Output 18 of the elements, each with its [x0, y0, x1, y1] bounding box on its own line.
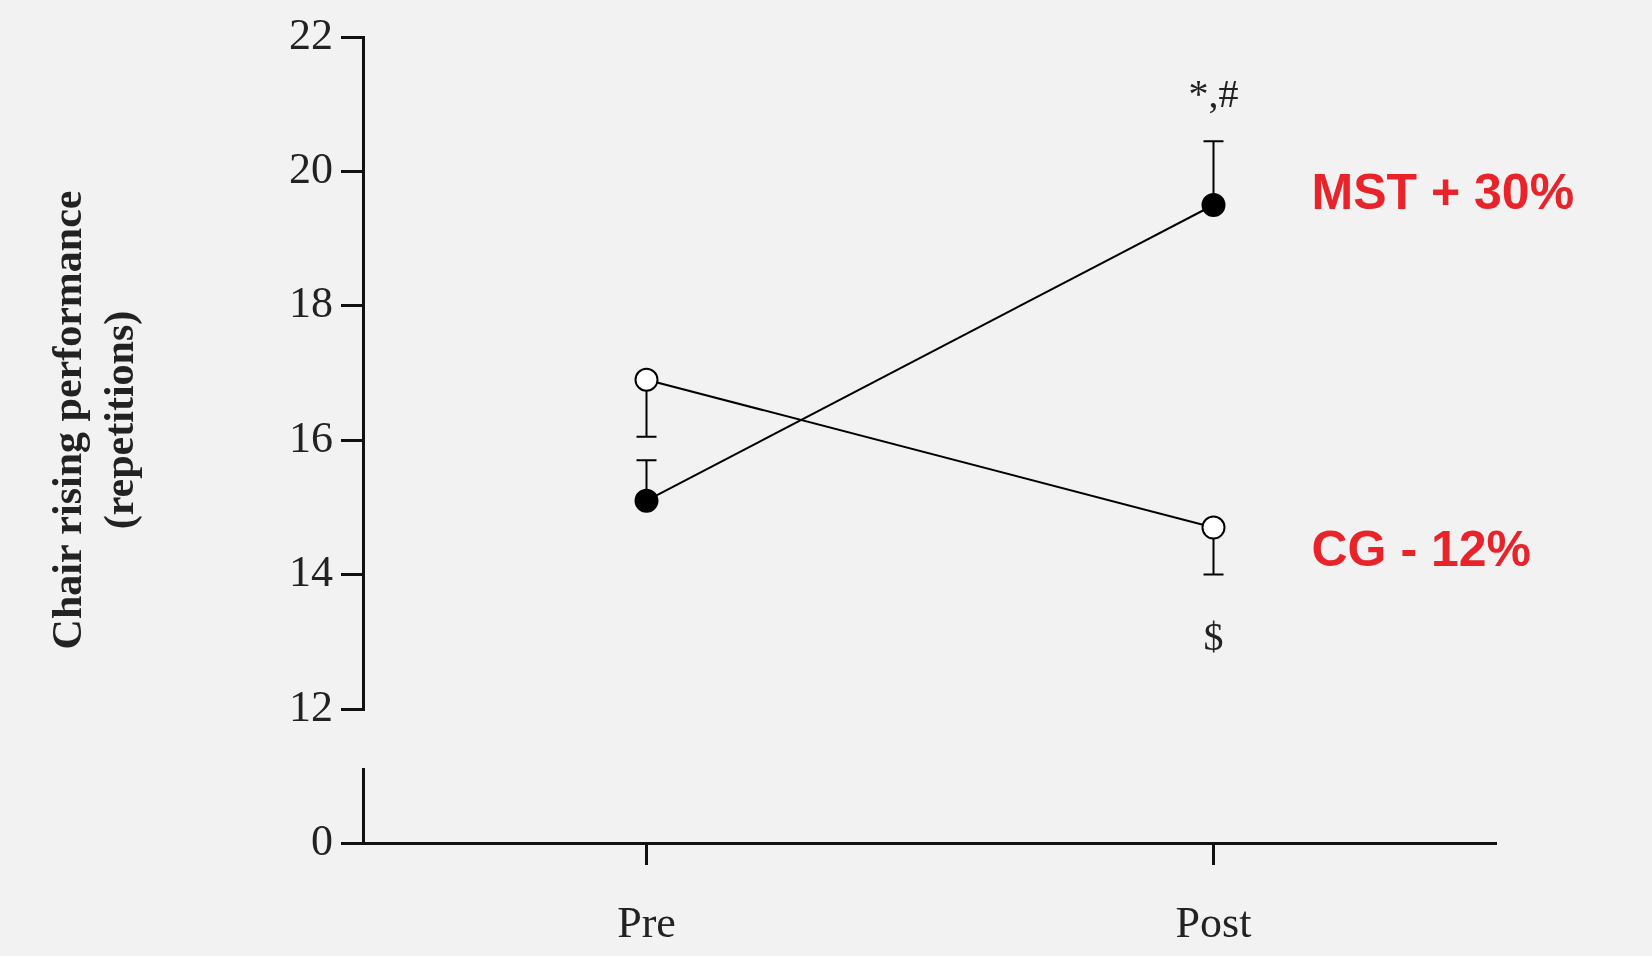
y-tick-label: 22: [289, 9, 333, 59]
y-tick-label: 16: [289, 412, 333, 462]
annotation: *,#: [1188, 70, 1239, 116]
y-tick-label: 18: [289, 278, 333, 328]
text: 0: [311, 815, 333, 865]
x-tick-label: Post: [1175, 897, 1252, 947]
y-tick-label: 12: [289, 681, 333, 731]
y-tick-label: 14: [289, 547, 333, 597]
annotation: $: [1203, 614, 1224, 660]
annotation: CG - 12%: [1311, 521, 1532, 578]
annotation: MST + 30%: [1311, 163, 1575, 220]
point: [1201, 515, 1226, 540]
y-axis-title: Chair rising performance (repetitions): [43, 190, 143, 650]
point: [1201, 193, 1226, 217]
x-tick-label: Pre: [617, 897, 676, 947]
point: [634, 367, 659, 392]
y-tick-label: 20: [289, 143, 333, 193]
point: [634, 488, 659, 513]
